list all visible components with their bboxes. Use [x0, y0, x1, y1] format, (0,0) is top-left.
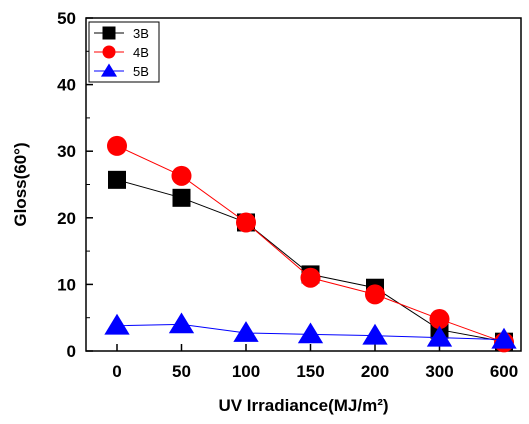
data-point: [297, 322, 324, 344]
x-axis-title: UV Irradiance(MJ/m²): [218, 396, 388, 415]
legend-marker: [102, 45, 116, 59]
y-tick-label: 20: [57, 209, 76, 228]
data-point: [233, 321, 259, 342]
y-tick-label: 0: [67, 342, 76, 361]
legend: 3B 4B 5B: [88, 21, 160, 83]
y-tick-label: 10: [57, 275, 76, 294]
y-tick-label: 30: [57, 142, 76, 161]
x-tick-label: 150: [296, 362, 324, 381]
y-axis: 0 10 20 30 40 50: [57, 9, 93, 361]
y-tick-label: 50: [57, 9, 76, 28]
series-5B: [104, 312, 517, 349]
data-point: [236, 212, 256, 233]
data-point: [362, 323, 388, 345]
x-axis: 0 50 100 150 200 300 600: [112, 344, 518, 381]
x-tick-label: 100: [232, 362, 260, 381]
data-point: [171, 165, 192, 186]
series-layer: [104, 135, 517, 353]
x-tick-label: 600: [490, 362, 518, 381]
legend-marker: [100, 63, 118, 77]
y-axis-title: Gloss(60°): [11, 142, 30, 226]
x-tick-label: 50: [172, 362, 191, 381]
data-point: [104, 313, 130, 335]
legend-label: 4B: [133, 45, 149, 60]
data-point: [300, 267, 321, 288]
data-point: [429, 309, 450, 330]
y-tick-label: 40: [57, 76, 76, 95]
data-point: [168, 312, 195, 334]
legend-label: 5B: [133, 64, 149, 79]
x-tick-label: 0: [112, 362, 121, 381]
data-point: [108, 170, 126, 189]
legend-label: 3B: [133, 26, 149, 41]
data-point: [172, 188, 191, 207]
data-point: [365, 284, 385, 305]
legend-marker: [102, 26, 116, 40]
data-point: [107, 135, 127, 156]
x-tick-label: 200: [361, 362, 389, 381]
data-point: [426, 325, 453, 347]
series-4B: [107, 135, 514, 353]
data-point: [491, 327, 517, 349]
x-tick-label: 300: [425, 362, 453, 381]
